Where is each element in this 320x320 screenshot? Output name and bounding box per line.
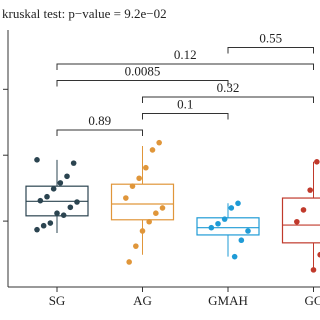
data-point bbox=[215, 220, 221, 227]
x-tick-label: GC bbox=[304, 293, 320, 308]
data-point bbox=[159, 205, 166, 211]
p-value-label: 0.55 bbox=[259, 30, 282, 45]
data-point bbox=[307, 187, 313, 193]
data-point bbox=[133, 243, 139, 249]
data-point bbox=[129, 183, 136, 189]
data-point bbox=[314, 158, 320, 165]
x-tick-label: AG bbox=[133, 293, 152, 308]
data-point bbox=[153, 210, 159, 216]
comparison-bracket bbox=[142, 96, 314, 103]
data-point bbox=[37, 197, 44, 204]
p-value-label: 0.1 bbox=[177, 96, 193, 111]
data-point bbox=[40, 222, 47, 229]
p-value-label: 0.32 bbox=[217, 80, 240, 95]
comparison-bracket bbox=[56, 80, 229, 87]
data-point bbox=[57, 180, 64, 186]
data-point bbox=[126, 259, 132, 265]
p-value-label: 0.0085 bbox=[125, 63, 161, 78]
data-point bbox=[47, 220, 54, 226]
data-point bbox=[231, 253, 238, 260]
comparison-bracket bbox=[56, 63, 314, 70]
data-point bbox=[156, 139, 162, 146]
data-point bbox=[228, 205, 235, 211]
comparison-bracket bbox=[56, 129, 143, 136]
data-point bbox=[34, 157, 40, 163]
data-point bbox=[34, 226, 40, 233]
data-point bbox=[146, 218, 152, 225]
data-point bbox=[139, 228, 146, 234]
x-tick-label: SG bbox=[49, 293, 66, 308]
data-point bbox=[64, 173, 70, 180]
data-point bbox=[70, 160, 77, 166]
data-point bbox=[44, 193, 50, 200]
box bbox=[110, 183, 175, 221]
data-point bbox=[149, 147, 156, 153]
data-point bbox=[317, 251, 320, 258]
data-point bbox=[123, 195, 129, 201]
box bbox=[281, 197, 320, 244]
data-point bbox=[60, 212, 67, 218]
comparison-bracket bbox=[142, 113, 229, 120]
data-point bbox=[74, 199, 80, 205]
data-point bbox=[310, 267, 317, 273]
data-point bbox=[50, 186, 57, 192]
data-point bbox=[235, 200, 241, 207]
p-value-label: 0.12 bbox=[174, 47, 197, 62]
data-point bbox=[294, 218, 300, 225]
box bbox=[196, 217, 260, 236]
data-point bbox=[208, 224, 215, 231]
comparison-bracket bbox=[227, 47, 314, 54]
data-point bbox=[143, 164, 149, 171]
data-point bbox=[245, 228, 251, 234]
data-point bbox=[54, 210, 60, 216]
data-point bbox=[67, 204, 74, 211]
data-point bbox=[300, 207, 307, 213]
data-point bbox=[221, 216, 228, 222]
data-point bbox=[238, 237, 245, 244]
x-tick-label: GMAH bbox=[208, 293, 248, 308]
data-point bbox=[136, 175, 142, 182]
chart-title: kruskal test: p−value = 9.2e−02 bbox=[2, 6, 167, 21]
p-value-label: 0.89 bbox=[88, 113, 111, 128]
